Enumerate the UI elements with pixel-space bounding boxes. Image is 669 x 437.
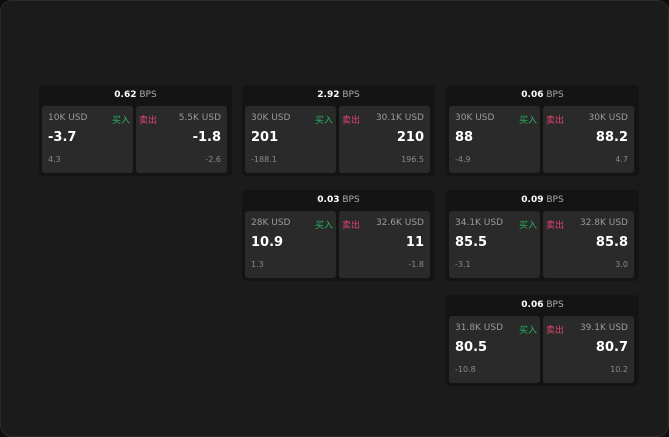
bid-sub-value: -3.1 [455, 260, 471, 269]
bid-amount: 30K USD [455, 113, 495, 123]
bid-amount: 30K USD [251, 113, 291, 123]
buy-quote-box[interactable]: 30K USD 买入 201 -188.1 [245, 106, 336, 173]
sell-label: 卖出 [546, 221, 565, 231]
spread-header: 0.62 BPS [39, 85, 232, 106]
spread-header: 0.06 BPS [446, 295, 639, 316]
sell-quote-box[interactable]: 卖出 39.1K USD 80.7 10.2 [543, 316, 634, 383]
sell-label: 卖出 [342, 116, 361, 126]
buy-label: 买入 [314, 221, 333, 231]
spread-header: 0.09 BPS [446, 190, 639, 211]
spread-header: 0.03 BPS [242, 190, 435, 211]
bid-price: 201 [251, 130, 279, 145]
buy-label: 买入 [518, 221, 537, 231]
ask-sub-value: 196.5 [401, 155, 424, 164]
ask-price: 210 [396, 130, 424, 145]
bid-price: 88 [455, 130, 474, 145]
buy-quote-box[interactable]: 28K USD 买入 10.9 1.3 [245, 211, 336, 278]
ask-sub-value: 10.2 [610, 365, 628, 374]
buy-quote-box[interactable]: 34.1K USD 买入 85.5 -3.1 [449, 211, 540, 278]
sell-quote-box[interactable]: 卖出 5.5K USD -1.8 -2.6 [136, 106, 227, 173]
ask-price: -1.8 [192, 130, 221, 145]
buy-label: 买入 [111, 116, 130, 126]
bid-amount: 10K USD [48, 113, 88, 123]
ask-price: 88.2 [595, 130, 628, 145]
bid-price: 85.5 [455, 235, 488, 250]
bid-price: 10.9 [251, 235, 284, 250]
buy-label: 买入 [518, 326, 537, 336]
sell-quote-box[interactable]: 卖出 30K USD 88.2 4.7 [543, 106, 634, 173]
buy-quote-box[interactable]: 31.8K USD 买入 80.5 -10.8 [449, 316, 540, 383]
buy-quote-box[interactable]: 10K USD 买入 -3.7 4.3 [42, 106, 133, 173]
bid-price: -3.7 [48, 130, 77, 145]
sell-label: 卖出 [139, 116, 158, 126]
quote-card: 2.92 BPS 30K USD 买入 201 -188.1 卖出 30.1K … [242, 85, 435, 176]
ask-amount: 5.5K USD [178, 113, 221, 123]
sell-quote-box[interactable]: 卖出 30.1K USD 210 196.5 [339, 106, 430, 173]
ask-sub-value: 4.7 [615, 155, 628, 164]
spread-value: 0.62 [114, 90, 137, 100]
sell-label: 卖出 [342, 221, 361, 231]
quote-card: 0.06 BPS 31.8K USD 买入 80.5 -10.8 卖出 39.1… [446, 295, 639, 386]
spread-value: 0.09 [521, 195, 544, 205]
bid-sub-value: -188.1 [251, 155, 277, 164]
bid-sub-value: 4.3 [48, 155, 61, 164]
sell-label: 卖出 [546, 326, 565, 336]
spread-unit: BPS [342, 195, 360, 205]
spread-header: 2.92 BPS [242, 85, 435, 106]
spread-unit: BPS [546, 90, 564, 100]
bid-sub-value: 1.3 [251, 260, 264, 269]
ask-price: 80.7 [595, 340, 628, 355]
ask-sub-value: 3.0 [615, 260, 628, 269]
ask-price: 85.8 [595, 235, 628, 250]
sell-quote-box[interactable]: 卖出 32.6K USD 11 -1.8 [339, 211, 430, 278]
sell-label: 卖出 [546, 116, 565, 126]
bid-amount: 34.1K USD [455, 218, 504, 228]
ask-sub-value: -2.6 [205, 155, 221, 164]
buy-label: 买入 [518, 116, 537, 126]
spread-value: 0.06 [521, 300, 544, 310]
ask-amount: 32.6K USD [375, 218, 424, 228]
ask-amount: 30K USD [588, 113, 628, 123]
quote-card: 0.62 BPS 10K USD 买入 -3.7 4.3 卖出 5.5K USD… [39, 85, 232, 176]
spread-value: 0.06 [521, 90, 544, 100]
spread-value: 0.03 [317, 195, 340, 205]
ask-price: 11 [405, 235, 424, 250]
spread-header: 0.06 BPS [446, 85, 639, 106]
buy-quote-box[interactable]: 30K USD 买入 88 -4.9 [449, 106, 540, 173]
ask-amount: 32.8K USD [579, 218, 628, 228]
spread-unit: BPS [342, 90, 360, 100]
ask-sub-value: -1.8 [408, 260, 424, 269]
bid-sub-value: -10.8 [455, 365, 476, 374]
spread-unit: BPS [139, 90, 157, 100]
bid-amount: 31.8K USD [455, 323, 504, 333]
spread-value: 2.92 [317, 90, 340, 100]
buy-label: 买入 [314, 116, 333, 126]
quote-card: 0.03 BPS 28K USD 买入 10.9 1.3 卖出 32.6K US… [242, 190, 435, 281]
bid-price: 80.5 [455, 340, 488, 355]
ask-amount: 30.1K USD [375, 113, 424, 123]
quote-card: 0.09 BPS 34.1K USD 买入 85.5 -3.1 卖出 32.8K… [446, 190, 639, 281]
ask-amount: 39.1K USD [579, 323, 628, 333]
sell-quote-box[interactable]: 卖出 32.8K USD 85.8 3.0 [543, 211, 634, 278]
quote-card: 0.06 BPS 30K USD 买入 88 -4.9 卖出 30K USD 8… [446, 85, 639, 176]
bid-sub-value: -4.9 [455, 155, 471, 164]
spread-unit: BPS [546, 300, 564, 310]
spread-unit: BPS [546, 195, 564, 205]
bid-amount: 28K USD [251, 218, 291, 228]
